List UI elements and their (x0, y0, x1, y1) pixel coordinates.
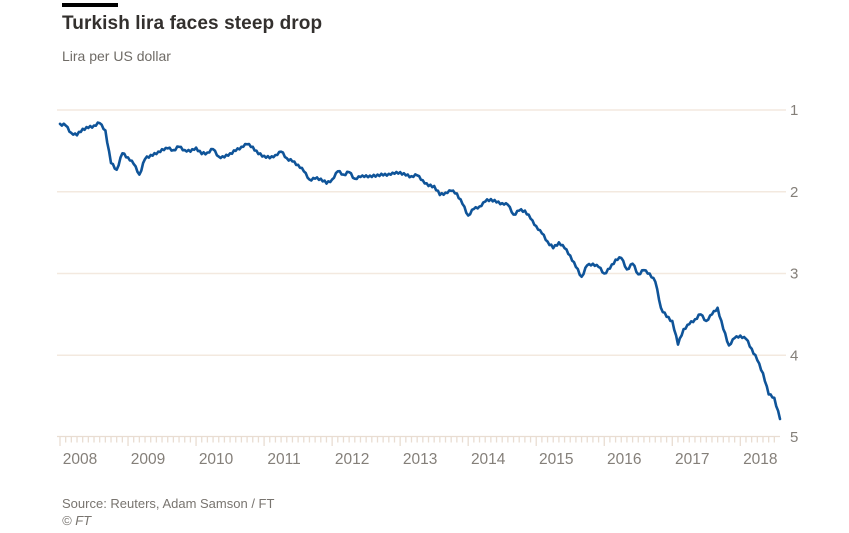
x-tick-label: 2011 (267, 451, 300, 468)
y-gridlines (57, 109, 786, 356)
x-tick-label: 2016 (607, 451, 641, 468)
x-tick-label: 2012 (335, 451, 369, 468)
y-tick-label: 5 (790, 429, 798, 446)
lira-series-line (58, 121, 782, 421)
copyright-line: © FT (62, 513, 92, 528)
x-tick-label: 2009 (131, 451, 165, 468)
y-tick-label: 2 (790, 184, 798, 201)
x-tick-label: 2015 (539, 451, 573, 468)
source-line: Source: Reuters, Adam Samson / FT (62, 496, 275, 511)
y-axis-labels: 1 2 3 4 5 (790, 102, 798, 446)
x-tick-label: 2013 (403, 451, 437, 468)
x-tick-label: 2017 (675, 451, 709, 468)
x-tick-label: 2018 (743, 451, 777, 468)
x-tick-label: 2014 (471, 451, 506, 468)
x-tick-label: 2008 (63, 451, 97, 468)
chart-subtitle: Lira per US dollar (62, 48, 171, 64)
x-axis-labels: 2008 2009 2010 2011 2012 2013 2014 2015 2016 2017… (63, 451, 778, 468)
x-axis-ticks (57, 435, 780, 446)
y-tick-label: 4 (790, 347, 798, 364)
ft-brand-bar (62, 3, 118, 7)
y-tick-label: 3 (790, 266, 798, 283)
x-tick-label: 2010 (199, 451, 234, 468)
page-title: Turkish lira faces steep drop (62, 13, 323, 34)
y-tick-label: 1 (790, 102, 798, 119)
